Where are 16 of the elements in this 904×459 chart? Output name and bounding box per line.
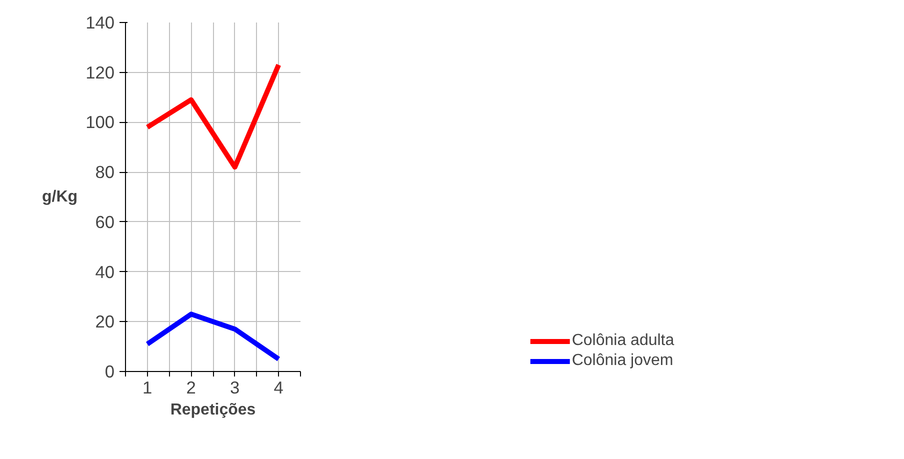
x-tick-label: 3 xyxy=(230,378,240,398)
y-tick-label: 20 xyxy=(95,312,115,332)
x-tick-label: 4 xyxy=(274,378,284,398)
legend-label: Colônia adulta xyxy=(572,332,674,350)
y-tick-label: 100 xyxy=(86,112,115,132)
y-tick-label: 120 xyxy=(86,62,115,82)
x-tick-label: 1 xyxy=(142,378,152,398)
y-tick-label: 80 xyxy=(95,162,115,182)
x-axis-title: Repetições xyxy=(170,402,256,418)
y-tick-label: 140 xyxy=(86,12,115,32)
y-tick-label: 40 xyxy=(95,262,115,282)
y-axis-title: g/Kg xyxy=(42,188,78,206)
x-tick-label: 2 xyxy=(186,378,196,398)
legend-label: Colônia jovem xyxy=(572,352,674,370)
y-tick-label: 0 xyxy=(104,362,115,382)
y-tick-label: 60 xyxy=(95,212,115,232)
